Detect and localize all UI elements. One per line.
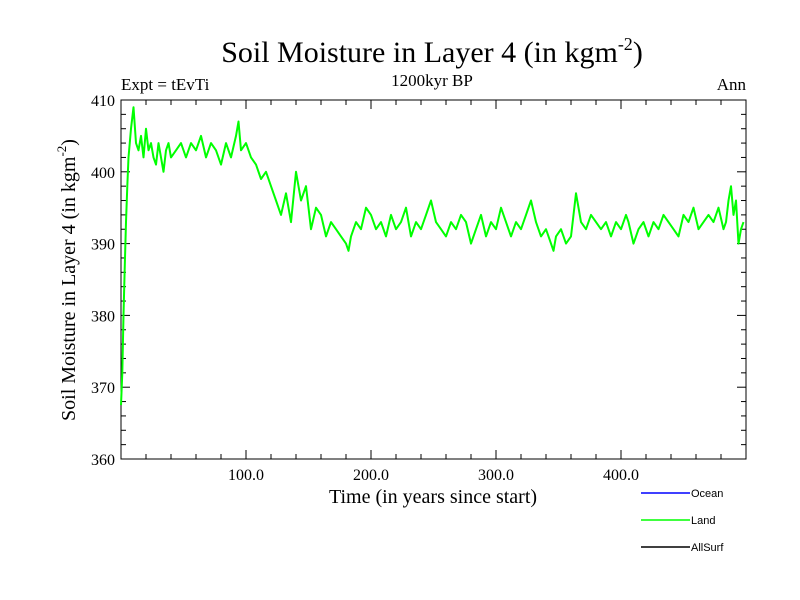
x-tick-label: 400.0 xyxy=(603,467,639,484)
legend-label-ocean: Ocean xyxy=(691,488,723,500)
season-label: Ann xyxy=(717,75,747,94)
chart-title: Soil Moisture in Layer 4 (in kgm-2) xyxy=(221,34,643,69)
x-axis-label: Time (in years since start) xyxy=(329,486,537,508)
y-tick-label: 410 xyxy=(91,93,115,110)
chart-title-text: Soil Moisture in Layer 4 (in kgm xyxy=(221,36,618,69)
chart-title-close: ) xyxy=(633,36,643,69)
y-tick-label: 360 xyxy=(91,452,115,469)
y-tick-labels: 360 370 380 390 400 410 xyxy=(91,93,115,469)
plot-frame xyxy=(120,99,747,460)
x-tick-label: 200.0 xyxy=(353,467,389,484)
y-tick-label: 390 xyxy=(91,237,115,254)
land-series-line xyxy=(120,106,745,406)
y-tick-label: 380 xyxy=(91,308,115,325)
period-label: 1200kyr BP xyxy=(391,71,473,90)
y-axis-label-close: ) xyxy=(58,139,80,146)
legend-label-allsurf: AllSurf xyxy=(691,542,724,554)
x-tick-label: 100.0 xyxy=(228,467,264,484)
y-tick-label: 400 xyxy=(91,165,115,182)
chart-title-superscript: -2 xyxy=(618,34,633,54)
y-axis-label-superscript: -2 xyxy=(54,146,69,157)
axis-ticks xyxy=(121,99,746,460)
y-tick-label: 370 xyxy=(91,380,115,397)
legend: Ocean Land AllSurf xyxy=(641,488,724,554)
y-axis-label-text: Soil Moisture in Layer 4 (in kgm xyxy=(58,156,80,421)
y-axis-label: Soil Moisture in Layer 4 (in kgm-2) xyxy=(54,139,80,421)
experiment-label: Expt = tEvTi xyxy=(121,75,210,94)
x-tick-labels: 100.0 200.0 300.0 400.0 xyxy=(228,467,639,484)
legend-label-land: Land xyxy=(691,515,715,527)
x-tick-label: 300.0 xyxy=(478,467,514,484)
